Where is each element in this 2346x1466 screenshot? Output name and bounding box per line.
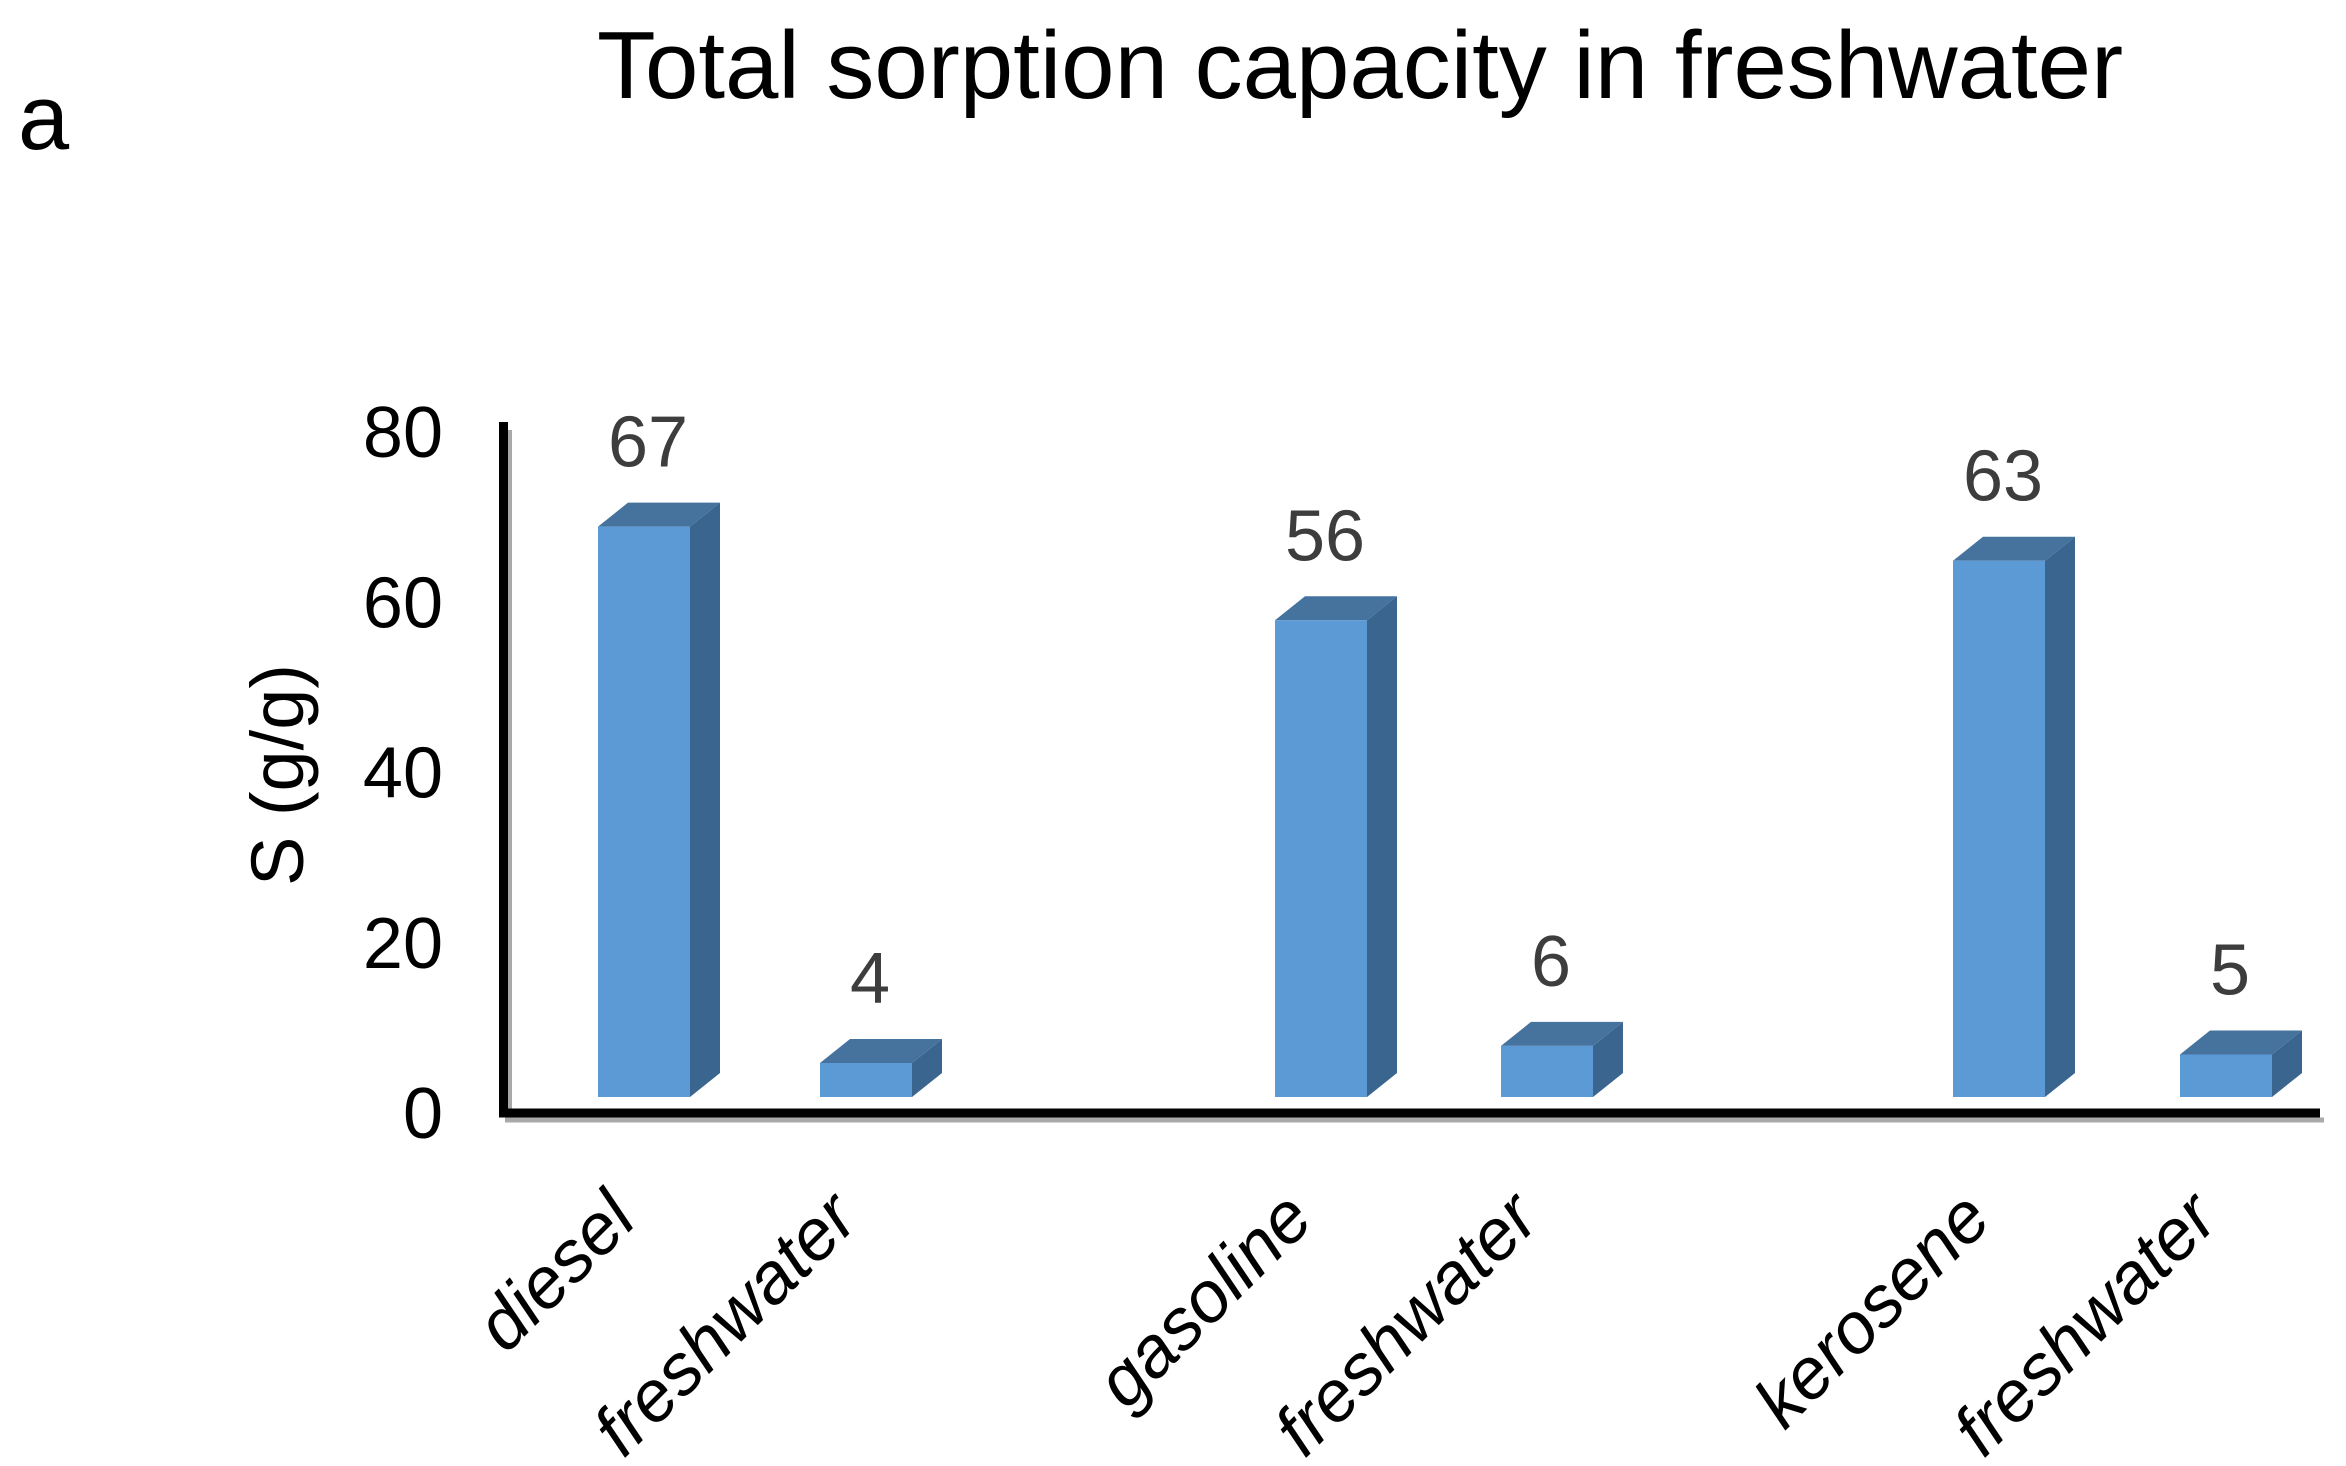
y-tick-label-40: 40: [363, 734, 443, 814]
bar-front-face: [1275, 620, 1367, 1097]
y-tick-label-60: 60: [363, 563, 443, 643]
bar-side-face: [2272, 1030, 2302, 1097]
bar-side-face: [912, 1038, 942, 1097]
bar-front-face: [1953, 560, 2045, 1097]
bar-top-face: [1953, 536, 2075, 561]
bar-top-face: [1275, 596, 1397, 621]
bar-side-face: [1593, 1021, 1623, 1097]
bar-group-1-freshwater: [820, 1038, 942, 1097]
bar-group-3-freshwater: [1501, 1021, 1623, 1097]
bar-side-face: [2045, 536, 2075, 1097]
bar-group-2-gasoline: [1275, 596, 1397, 1097]
bar-group-4-kerosene: [1953, 536, 2075, 1097]
y-tick-label-80: 80: [363, 393, 443, 473]
panel-letter-label: a: [18, 67, 70, 169]
bar-group-5-freshwater: [2180, 1030, 2302, 1097]
y-tick-label-0: 0: [403, 1074, 443, 1154]
bar-side-face: [690, 502, 720, 1098]
bar-top-face: [1501, 1021, 1623, 1046]
y-tick-label-20: 20: [363, 904, 443, 984]
bar-side-face: [1367, 596, 1397, 1097]
bar-front-face: [2180, 1054, 2272, 1097]
bar-top-face: [598, 502, 720, 527]
bar-front-face: [598, 526, 690, 1097]
value-label-freshwater-1: 4: [850, 939, 890, 1019]
value-label-gasoline-2: 56: [1285, 496, 1365, 576]
x-category-label-diesel-0: diesel: [461, 1175, 652, 1366]
chart-title: Total sorption capacity in freshwater: [596, 12, 2124, 119]
bar-top-face: [820, 1038, 942, 1063]
bar-front-face: [820, 1062, 912, 1097]
value-label-freshwater-5: 5: [2210, 930, 2250, 1010]
bar-group-0-diesel: [598, 502, 720, 1098]
value-label-kerosene-4: 63: [1963, 437, 2043, 517]
bar-top-face: [2180, 1030, 2302, 1055]
bar-front-face: [1501, 1045, 1593, 1097]
value-label-diesel-0: 67: [608, 403, 688, 483]
value-label-freshwater-3: 6: [1531, 922, 1571, 1002]
